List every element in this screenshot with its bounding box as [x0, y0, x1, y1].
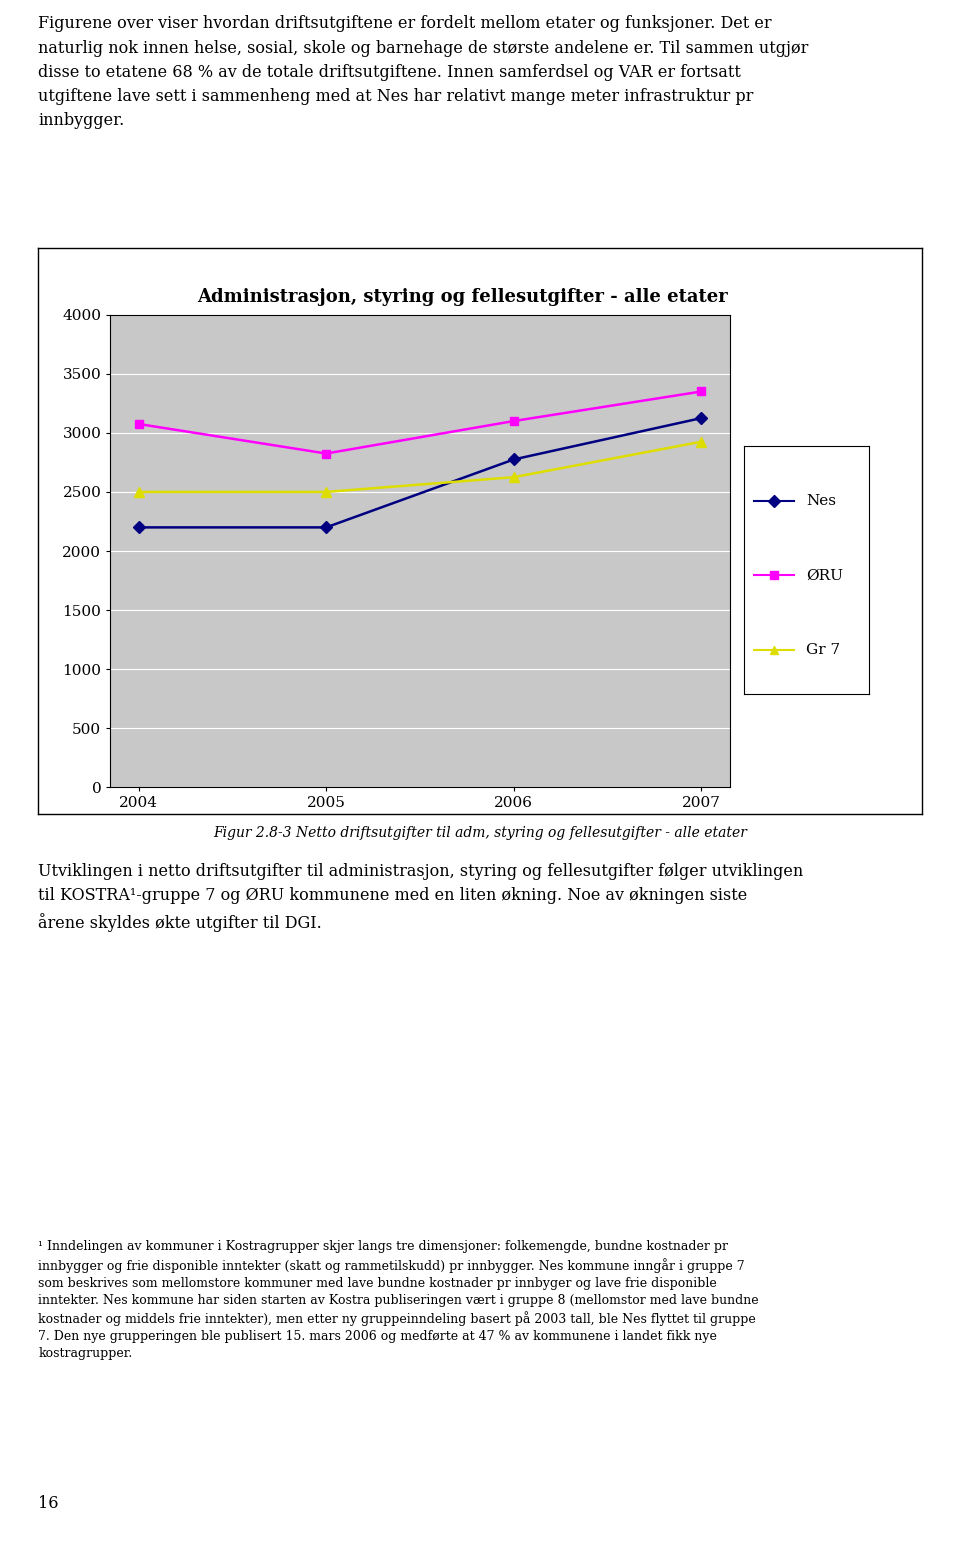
- Text: ØRU: ØRU: [806, 569, 844, 583]
- Text: Gr 7: Gr 7: [806, 643, 841, 657]
- Text: Utviklingen i netto driftsutgifter til administrasjon, styring og fellesutgifter: Utviklingen i netto driftsutgifter til a…: [38, 863, 804, 932]
- Text: 16: 16: [38, 1496, 59, 1511]
- Text: Figurene over viser hvordan driftsutgiftene er fordelt mellom etater og funksjon: Figurene over viser hvordan driftsutgift…: [38, 16, 808, 129]
- Text: Figur 2.8-3 Netto driftsutgifter til adm, styring og fellesutgifter - alle etate: Figur 2.8-3 Netto driftsutgifter til adm…: [213, 826, 747, 840]
- Text: ¹ Inndelingen av kommuner i Kostragrupper skjer langs tre dimensjoner: folkemeng: ¹ Inndelingen av kommuner i Kostragruppe…: [38, 1240, 759, 1361]
- Text: Administrasjon, styring og fellesutgifter - alle etater: Administrasjon, styring og fellesutgifte…: [197, 288, 728, 305]
- Text: Nes: Nes: [806, 494, 836, 508]
